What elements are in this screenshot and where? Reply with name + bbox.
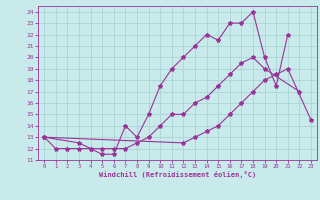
X-axis label: Windchill (Refroidissement éolien,°C): Windchill (Refroidissement éolien,°C)	[99, 171, 256, 178]
